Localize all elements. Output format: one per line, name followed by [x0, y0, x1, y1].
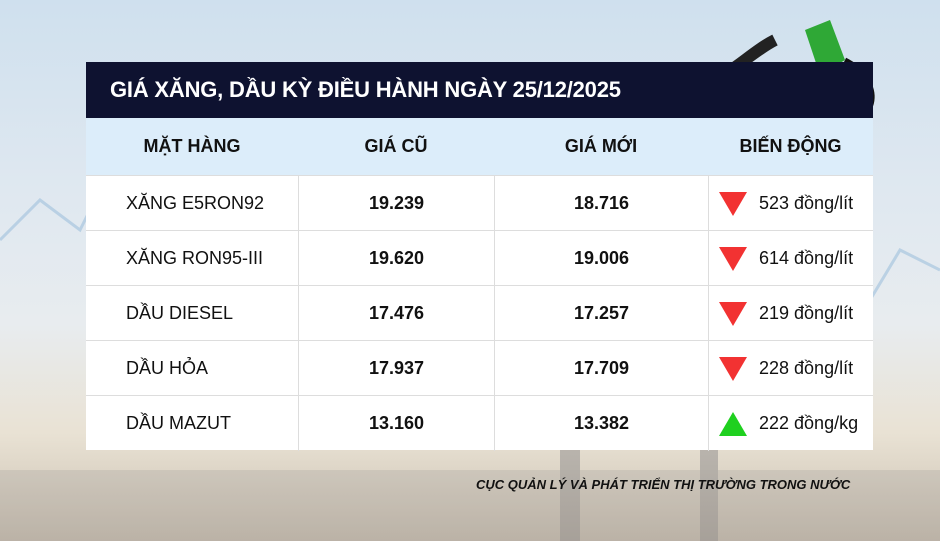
old-price: 17.476 [298, 286, 494, 341]
page-title: GIÁ XĂNG, DẦU KỲ ĐIỀU HÀNH NGÀY 25/12/20… [86, 62, 873, 118]
price-change: 523 đồng/lít [708, 176, 873, 231]
item-name: DẦU HỎA [126, 358, 209, 378]
arrow-down-icon [719, 191, 747, 216]
table-row: XĂNG E5RON92 19.239 18.716 523 đồng/lít [86, 175, 873, 231]
new-price: 17.709 [494, 341, 708, 396]
item-name: DẦU MAZUT [126, 413, 231, 433]
price-change: 222 đồng/kg [708, 396, 873, 451]
source-footer: CỤC QUẢN LÝ VÀ PHÁT TRIỂN THỊ TRƯỜNG TRO… [476, 477, 851, 492]
arrow-down-icon [719, 356, 747, 381]
column-header-change: BIẾN ĐỘNG [739, 136, 842, 156]
column-header-item: MẶT HÀNG [143, 136, 241, 156]
new-price: 19.006 [494, 231, 708, 286]
new-price: 18.716 [494, 176, 708, 231]
price-change: 228 đồng/lít [708, 341, 873, 396]
item-name: XĂNG E5RON92 [126, 193, 265, 213]
table-row: DẦU MAZUT 13.160 13.382 222 đồng/kg [86, 395, 873, 451]
old-price: 13.160 [298, 396, 494, 451]
item-name: DẦU DIESEL [126, 303, 234, 323]
new-price: 17.257 [494, 286, 708, 341]
new-price: 13.382 [494, 396, 708, 451]
change-value: 222 đồng/kg [759, 413, 859, 433]
table-row: DẦU DIESEL 17.476 17.257 219 đồng/lít [86, 285, 873, 341]
arrow-up-icon [719, 411, 747, 436]
price-change: 219 đồng/lít [708, 286, 873, 341]
table-row: DẦU HỎA 17.937 17.709 228 đồng/lít [86, 340, 873, 396]
change-value: 219 đồng/lít [759, 303, 854, 323]
change-value: 228 đồng/lít [759, 358, 854, 378]
column-header-old-price: GIÁ CŨ [364, 136, 428, 156]
old-price: 19.620 [298, 231, 494, 286]
table-row: XĂNG RON95-III 19.620 19.006 614 đồng/lí… [86, 230, 873, 286]
price-change: 614 đồng/lít [708, 231, 873, 286]
change-value: 523 đồng/lít [759, 193, 854, 213]
arrow-down-icon [719, 246, 747, 271]
change-value: 614 đồng/lít [759, 248, 854, 268]
old-price: 19.239 [298, 176, 494, 231]
old-price: 17.937 [298, 341, 494, 396]
arrow-down-icon [719, 301, 747, 326]
item-name: XĂNG RON95-III [126, 248, 264, 268]
column-header-new-price: GIÁ MỚI [564, 136, 638, 156]
